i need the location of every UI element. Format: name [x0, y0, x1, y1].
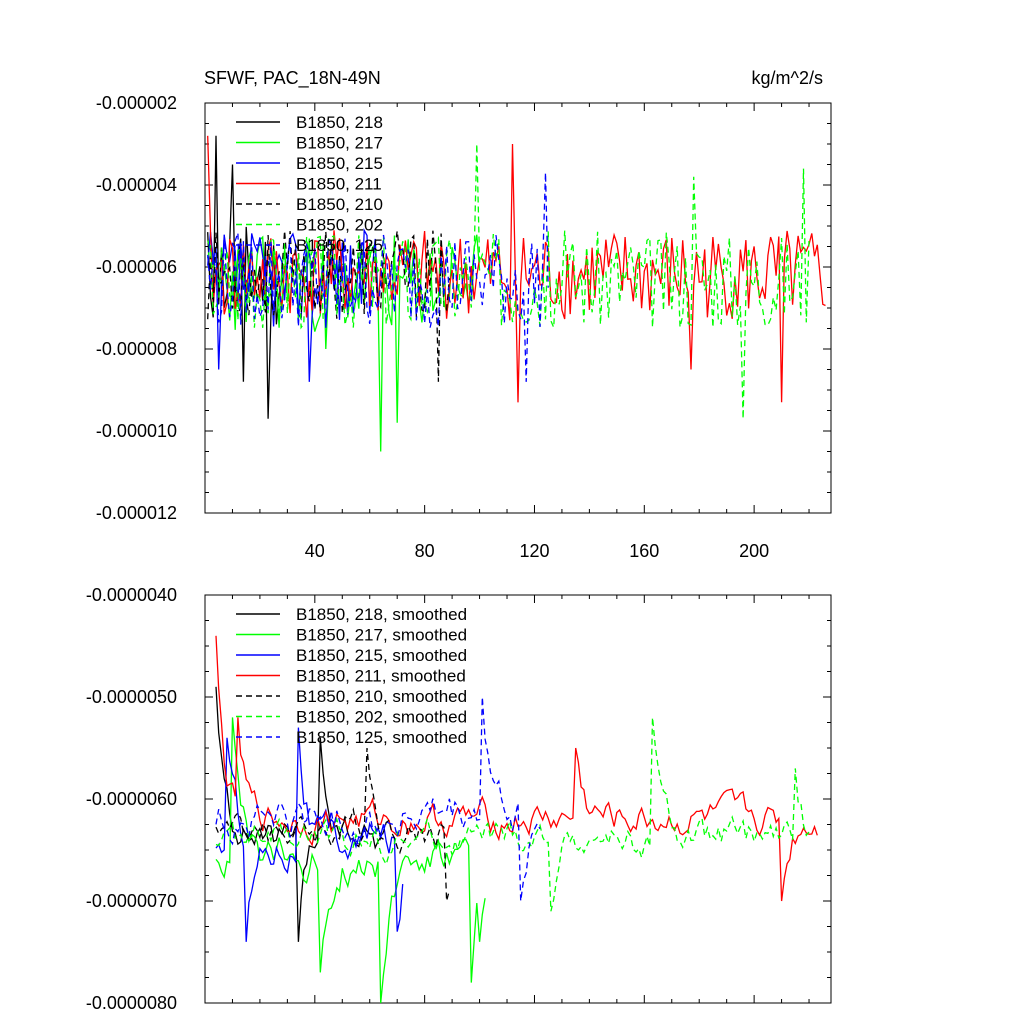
- top-y-tick-label: -0.000006: [96, 257, 177, 277]
- bottom-legend-label: B1850, 125, smoothed: [296, 728, 467, 747]
- top-panel-units: kg/m^2/s: [752, 68, 823, 88]
- top-series-line-6: [207, 172, 549, 382]
- top-y-tick-label: -0.000010: [96, 421, 177, 441]
- bottom-y-tick-label: -0.0000060: [86, 789, 177, 809]
- top-y-tick-label: -0.000004: [96, 175, 177, 195]
- bottom-plot-area: -0.0000080 -0.0000070 -0.0000060 -0.0000050…: [86, 585, 832, 1013]
- top-x-tick-label: 40: [305, 541, 325, 561]
- top-series-line-5: [207, 143, 810, 419]
- top-legend-label: B1850, 218: [296, 113, 383, 132]
- bottom-y-tick-label: -0.0000040: [86, 585, 177, 605]
- top-series-group: [207, 135, 826, 452]
- top-legend-label: B1850, 211: [296, 175, 382, 194]
- top-y-tick-label: -0.000008: [96, 339, 177, 359]
- top-y-tick-label: -0.000002: [96, 93, 177, 113]
- top-x-tick-label: 120: [519, 541, 549, 561]
- bottom-legend-label: B1850, 210, smoothed: [296, 687, 467, 706]
- bottom-series-line-3: [215, 635, 818, 902]
- top-x-tick-label: 80: [415, 541, 435, 561]
- bottom-series-line-6: [215, 696, 541, 902]
- bottom-legend-label: B1850, 215, smoothed: [296, 646, 467, 665]
- top-series-line-4: [207, 230, 451, 382]
- bottom-y-tick-label: -0.0000050: [86, 687, 177, 707]
- bottom-y-tick-label: -0.0000070: [86, 891, 177, 911]
- bottom-series-line-2: [215, 727, 404, 942]
- bottom-legend-label: B1850, 217, smoothed: [296, 626, 467, 645]
- bottom-legend-label: B1850, 211, smoothed: [296, 667, 466, 686]
- top-plot-area: 40 80 120 160 200 -0.000012 -0.000010 -0.000008…: [96, 93, 832, 561]
- top-x-tick-label: 160: [629, 541, 659, 561]
- top-legend-label: B1850, 202: [296, 216, 383, 235]
- top-x-tick-label: 200: [739, 541, 769, 561]
- bottom-series-group: [215, 635, 818, 1003]
- bottom-legend-label: B1850, 218, smoothed: [296, 605, 467, 624]
- bottom-series-line-5: [215, 717, 810, 912]
- top-panel: SFWF, PAC_18N-49N kg/m^2/s 40 80 120 160 200…: [96, 68, 832, 561]
- top-legend-label: B1850, 125: [296, 236, 383, 255]
- top-legend-label: B1850, 215: [296, 154, 383, 173]
- top-series-line-3: [207, 135, 826, 403]
- top-panel-title: SFWF, PAC_18N-49N: [204, 68, 381, 89]
- bottom-legend-label: B1850, 202, smoothed: [296, 708, 467, 727]
- top-legend-label: B1850, 217: [296, 134, 383, 153]
- bottom-legend: B1850, 218, smoothed B1850, 217, smoothed…: [236, 605, 467, 747]
- top-series-line-2: [207, 228, 379, 382]
- bottom-panel: -0.0000080 -0.0000070 -0.0000060 -0.0000050…: [86, 585, 832, 1013]
- bottom-series-line-1: [215, 717, 486, 1003]
- top-legend-label: B1850, 210: [296, 195, 383, 214]
- bottom-y-tick-label: -0.0000080: [86, 993, 177, 1013]
- top-y-tick-label: -0.000012: [96, 503, 177, 523]
